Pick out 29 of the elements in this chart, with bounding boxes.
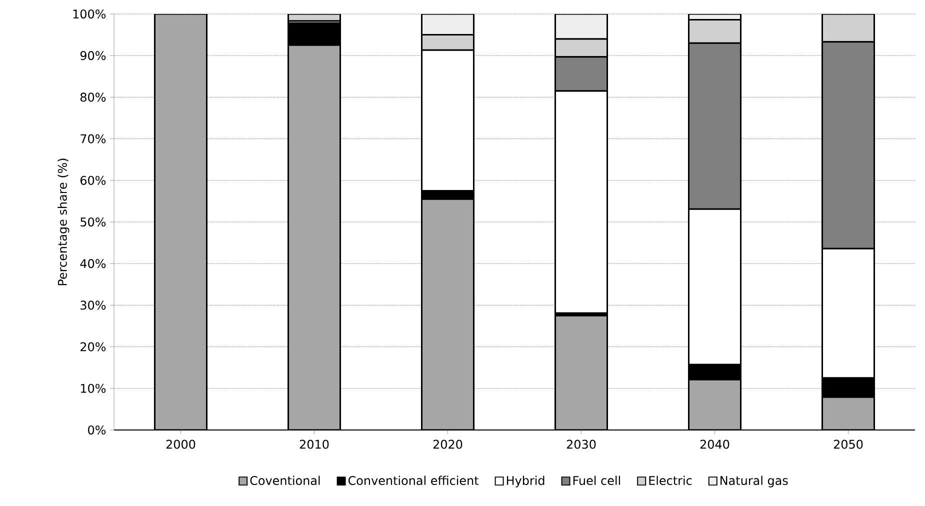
y-tick-label: 70%: [80, 134, 106, 144]
y-tick-label: 90%: [80, 51, 106, 60]
bar: [421, 14, 475, 36]
legend-label: Conventional efficient: [348, 476, 479, 486]
y-tick-label: 100%: [73, 9, 106, 19]
y-tick-label: 80%: [80, 92, 106, 102]
x-tick-label: 2040: [700, 440, 730, 449]
y-tick-label: 10%: [80, 384, 106, 393]
y-tick-label: 30%: [80, 300, 106, 310]
y-tick-label: 0%: [88, 425, 106, 435]
y-tick-label: 60%: [80, 176, 106, 185]
bar: [688, 19, 742, 44]
x-tick-label: 2020: [433, 440, 462, 449]
legend-label: Electric: [649, 476, 692, 486]
y-tick-label: 20%: [80, 342, 106, 352]
bar: [554, 14, 608, 40]
x-tick-label: 2050: [834, 440, 863, 449]
x-tick-label: 2010: [300, 440, 329, 449]
y-tick-label: 40%: [80, 259, 106, 268]
x-tick-label: 2030: [566, 440, 596, 449]
legend-label: Hybrid: [506, 476, 544, 488]
bar: [822, 14, 875, 43]
x-tick-label: 2000: [166, 440, 196, 449]
y-tick-label: 50%: [80, 217, 106, 227]
y-axis-title: Percentage share (%): [58, 158, 70, 286]
legend-label: Natural gas: [720, 476, 788, 488]
bar: [554, 38, 608, 58]
legend-label: Coventional: [250, 476, 320, 486]
legend-label: Fuel cell: [573, 476, 620, 486]
